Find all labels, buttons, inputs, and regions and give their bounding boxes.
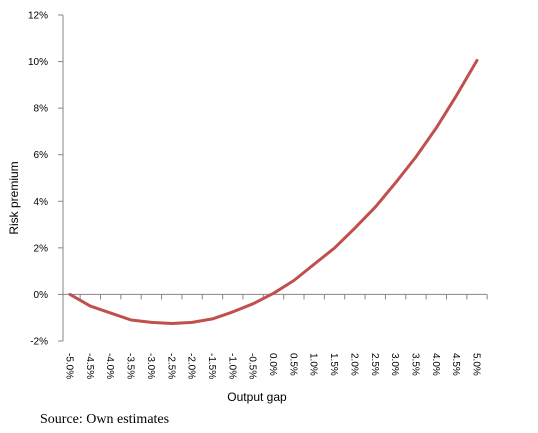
data-point: [69, 293, 72, 296]
y-axis: -2% 0% 2% 4% 6% 8% 10% 12%: [28, 11, 64, 348]
x-tick-label: 2.5%: [369, 353, 380, 376]
data-point: [313, 263, 316, 266]
y-tick-label: 10%: [28, 57, 48, 68]
x-axis-title: Output gap: [227, 390, 287, 404]
data-point: [292, 279, 295, 282]
data-point: [455, 94, 458, 97]
y-tick-label: 2%: [34, 243, 49, 254]
x-tick-label: -4.5%: [84, 353, 95, 379]
x-tick-label: -1.5%: [206, 353, 217, 379]
y-tick-label: -2%: [30, 337, 48, 348]
x-tick-label: 5.0%: [471, 353, 482, 376]
data-point: [374, 206, 377, 209]
data-point: [109, 312, 112, 315]
data-point: [130, 319, 133, 322]
y-tick-label: 6%: [34, 150, 49, 161]
x-axis: -5.0% -4.5% -4.0% -3.5% -3.0% -2.5% -2.0% -1.5%…: [63, 293, 488, 379]
x-tick-label: -0.5%: [247, 353, 258, 379]
x-tick-label: 0.5%: [287, 353, 298, 376]
x-tick-label: -4.0%: [104, 353, 115, 379]
y-tick-label: 4%: [34, 197, 49, 208]
x-tick-label: -3.0%: [145, 353, 156, 379]
data-point: [476, 59, 479, 62]
data-point: [252, 302, 255, 305]
x-tick-label: 1.0%: [308, 353, 319, 376]
data-point: [435, 126, 438, 129]
data-point: [150, 321, 153, 324]
x-tick-label: 4.5%: [450, 353, 461, 376]
y-axis-title: Risk premium: [7, 161, 21, 234]
x-tick-label: 0.0%: [267, 353, 278, 376]
data-point: [170, 322, 173, 325]
data-point: [333, 246, 336, 249]
x-tick-label: -5.0%: [64, 353, 75, 379]
x-tick-label: 4.0%: [430, 353, 441, 376]
data-point: [272, 292, 275, 295]
x-tick-label: 2.0%: [348, 353, 359, 376]
x-tick-label: 3.0%: [389, 353, 400, 376]
x-tick-label: -2.0%: [186, 353, 197, 379]
data-point: [211, 317, 214, 320]
x-tick-label: 1.5%: [328, 353, 339, 376]
data-point: [353, 227, 356, 230]
data-point: [414, 156, 417, 159]
data-point: [394, 181, 397, 184]
y-tick-label: 0%: [34, 290, 49, 301]
data-point: [231, 310, 234, 313]
series-group: [68, 58, 479, 325]
data-point: [89, 305, 92, 308]
x-tick-label: 3.5%: [409, 353, 420, 376]
x-tick-label: -1.0%: [226, 353, 237, 379]
series-line: [68, 58, 479, 325]
x-tick-label: -3.5%: [125, 353, 136, 379]
source-note: Source: Own estimates: [40, 412, 169, 427]
y-tick-label: 12%: [28, 11, 48, 22]
x-tick-label: -2.5%: [165, 353, 176, 379]
y-tick-label: 8%: [34, 104, 49, 115]
data-point: [191, 321, 194, 324]
